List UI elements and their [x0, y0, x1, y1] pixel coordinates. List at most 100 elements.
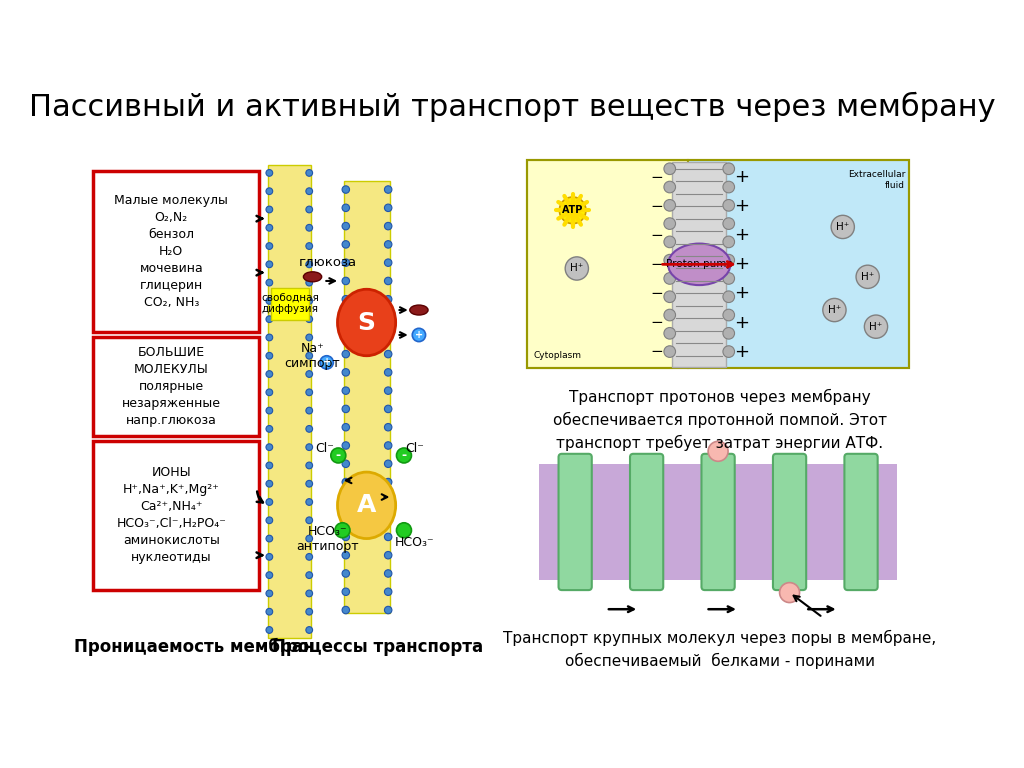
Text: +: + [734, 255, 749, 273]
Ellipse shape [338, 472, 395, 538]
Circle shape [266, 353, 272, 359]
Text: Малые молекулы
O₂,N₂
бензол
H₂O
мочевина
глицерин
CO₂, NH₃: Малые молекулы O₂,N₂ бензол H₂O мочевина… [115, 194, 228, 310]
Circle shape [266, 371, 272, 377]
Text: H⁺: H⁺ [837, 222, 849, 232]
Circle shape [266, 316, 272, 323]
Text: Cl⁻: Cl⁻ [406, 442, 424, 455]
Ellipse shape [668, 243, 730, 285]
Text: −: − [651, 344, 664, 359]
Circle shape [306, 297, 312, 304]
Text: +: + [734, 343, 749, 361]
FancyBboxPatch shape [93, 337, 258, 436]
FancyBboxPatch shape [773, 454, 806, 590]
Circle shape [266, 297, 272, 304]
Circle shape [723, 181, 734, 193]
Ellipse shape [410, 305, 428, 315]
Bar [527, 161, 687, 368]
Text: H⁺: H⁺ [570, 263, 584, 273]
Text: АТР: АТР [562, 205, 584, 215]
Bar [672, 162, 726, 366]
Circle shape [384, 204, 392, 211]
Circle shape [384, 332, 392, 339]
Circle shape [266, 590, 272, 597]
Circle shape [266, 535, 272, 542]
Circle shape [342, 606, 349, 614]
Circle shape [306, 517, 312, 524]
Circle shape [342, 570, 349, 578]
Text: +: + [323, 357, 331, 367]
Text: H⁺: H⁺ [827, 305, 841, 315]
Circle shape [342, 277, 349, 285]
FancyBboxPatch shape [630, 454, 664, 590]
FancyBboxPatch shape [93, 171, 258, 333]
Circle shape [723, 163, 734, 174]
Circle shape [342, 478, 349, 486]
Circle shape [723, 327, 734, 339]
Circle shape [266, 444, 272, 451]
Circle shape [384, 223, 392, 230]
Circle shape [384, 296, 392, 303]
Circle shape [306, 571, 312, 578]
Circle shape [331, 448, 346, 463]
Circle shape [384, 387, 392, 395]
Circle shape [306, 280, 312, 286]
Circle shape [723, 273, 734, 284]
Circle shape [306, 316, 312, 323]
Circle shape [342, 186, 349, 194]
Circle shape [306, 608, 312, 615]
Text: +: + [734, 313, 749, 332]
Text: Extracellular
fluid: Extracellular fluid [848, 170, 905, 190]
Circle shape [384, 406, 392, 412]
FancyBboxPatch shape [271, 287, 309, 320]
Circle shape [266, 170, 272, 177]
Text: -: - [401, 449, 407, 462]
Text: −: − [651, 199, 664, 214]
Circle shape [266, 261, 272, 268]
Circle shape [342, 460, 349, 468]
Circle shape [384, 478, 392, 486]
Bar [527, 161, 909, 368]
Circle shape [266, 627, 272, 634]
Circle shape [664, 310, 676, 321]
Bar [267, 164, 311, 638]
Circle shape [664, 346, 676, 357]
Text: Cl⁻: Cl⁻ [315, 442, 335, 455]
Circle shape [396, 448, 412, 463]
Circle shape [266, 407, 272, 414]
Bar [687, 161, 909, 368]
Circle shape [306, 353, 312, 359]
Circle shape [384, 277, 392, 285]
Circle shape [823, 299, 846, 322]
Circle shape [266, 608, 272, 615]
Circle shape [306, 334, 312, 341]
Circle shape [266, 389, 272, 396]
Circle shape [342, 515, 349, 522]
Circle shape [709, 442, 728, 462]
Circle shape [664, 254, 676, 266]
Text: -: - [336, 449, 341, 462]
Circle shape [266, 188, 272, 194]
Circle shape [306, 371, 312, 377]
Circle shape [342, 369, 349, 376]
Bar [344, 181, 390, 614]
Circle shape [306, 243, 312, 250]
Circle shape [306, 261, 312, 268]
Circle shape [664, 163, 676, 174]
Circle shape [306, 554, 312, 560]
Circle shape [342, 332, 349, 339]
Circle shape [664, 291, 676, 303]
Circle shape [779, 583, 800, 603]
Ellipse shape [338, 290, 395, 356]
Text: +: + [734, 168, 749, 186]
Text: Транспорт протонов через мембрану
обеспечивается протонной помпой. Этот
транспор: Транспорт протонов через мембрану обеспе… [553, 389, 887, 451]
Circle shape [306, 407, 312, 414]
Text: +: + [734, 197, 749, 215]
Circle shape [306, 170, 312, 177]
Circle shape [384, 186, 392, 194]
Circle shape [342, 204, 349, 211]
Bar [540, 464, 897, 580]
Text: −: − [651, 286, 664, 301]
Text: H⁺: H⁺ [861, 272, 874, 282]
Text: Транспорт крупных молекул через поры в мембране,
обеспечиваемый  белками - порин: Транспорт крупных молекул через поры в м… [503, 630, 936, 669]
Circle shape [335, 523, 350, 538]
